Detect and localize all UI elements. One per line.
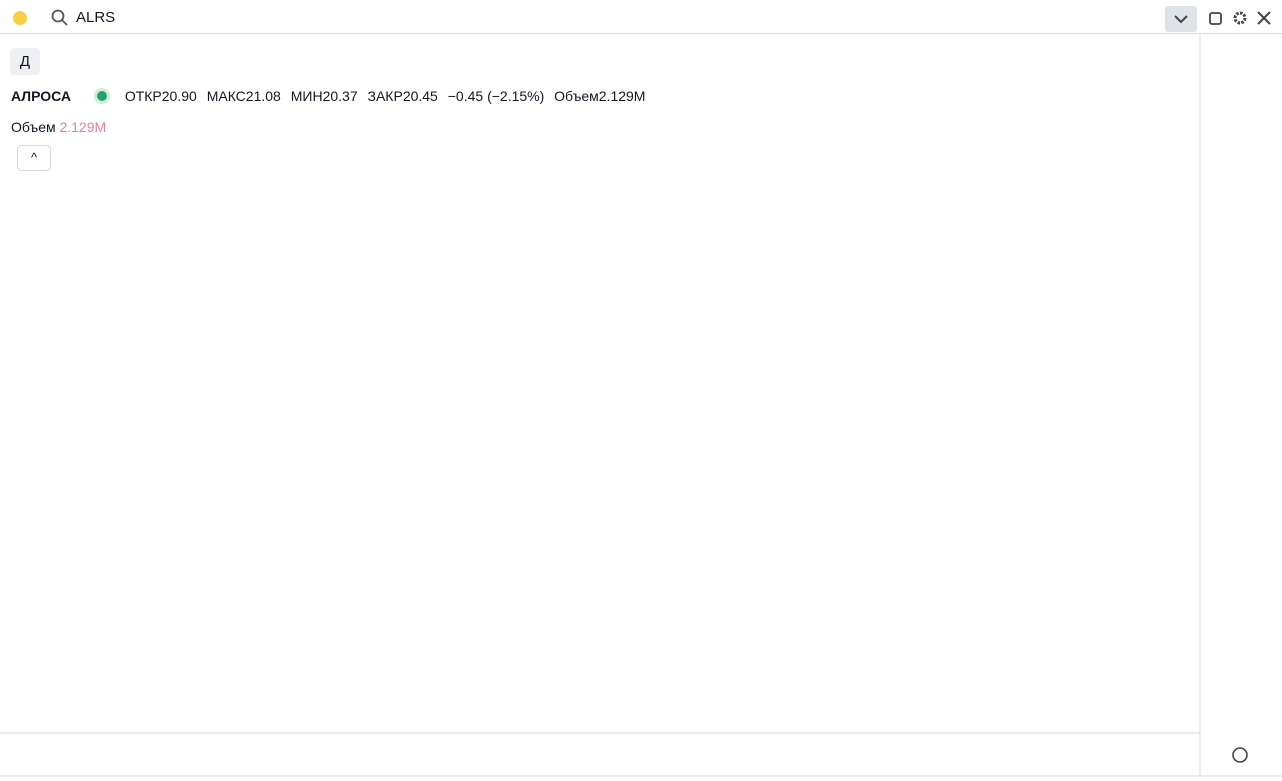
volume-legend: Объем 2.129M	[11, 119, 106, 135]
status-dot	[13, 11, 27, 25]
high-value: 21.08	[245, 88, 281, 104]
toolbar: ALRS	[0, 0, 1282, 34]
search-text[interactable]: ALRS	[76, 9, 116, 26]
low-label: МИН	[290, 88, 323, 104]
close-button	[1257, 11, 1271, 25]
market-status	[96, 91, 107, 101]
volume-label: Объем	[11, 119, 56, 135]
low-value: 20.37	[322, 88, 358, 104]
symbol-name: АЛРОСА	[11, 88, 72, 104]
collapse-legend-button[interactable]: ^	[17, 145, 51, 171]
close-label: ЗАКР	[367, 88, 403, 104]
window-button[interactable]	[1209, 12, 1222, 25]
open-label: ОТКР	[124, 88, 162, 104]
high-label: МАКС	[206, 88, 246, 104]
auto-scale-button[interactable]	[1232, 747, 1248, 763]
chevron-icon	[1174, 15, 1188, 24]
volume-value: 2.129M	[59, 119, 107, 135]
chart	[0, 34, 1282, 781]
volume-label: Объем	[554, 88, 599, 104]
change: −0.45 (−2.15%)	[447, 88, 545, 104]
toolbar-icons	[13, 6, 1271, 32]
interval-button[interactable]: Д	[10, 48, 40, 75]
search-icon[interactable]	[51, 9, 65, 23]
collapse-button[interactable]	[1165, 6, 1197, 32]
volume-value: 2.129M	[598, 88, 646, 104]
close-value: 20.45	[402, 88, 438, 104]
open-value: 20.90	[161, 88, 197, 104]
search-icon-handle	[61, 19, 68, 26]
legend: АЛРОСА ОТКР20.90 МАКС21.08 МИН20.37 ЗАКР…	[11, 88, 645, 104]
settings-button[interactable]	[1233, 11, 1247, 25]
chart-background	[0, 34, 1282, 781]
